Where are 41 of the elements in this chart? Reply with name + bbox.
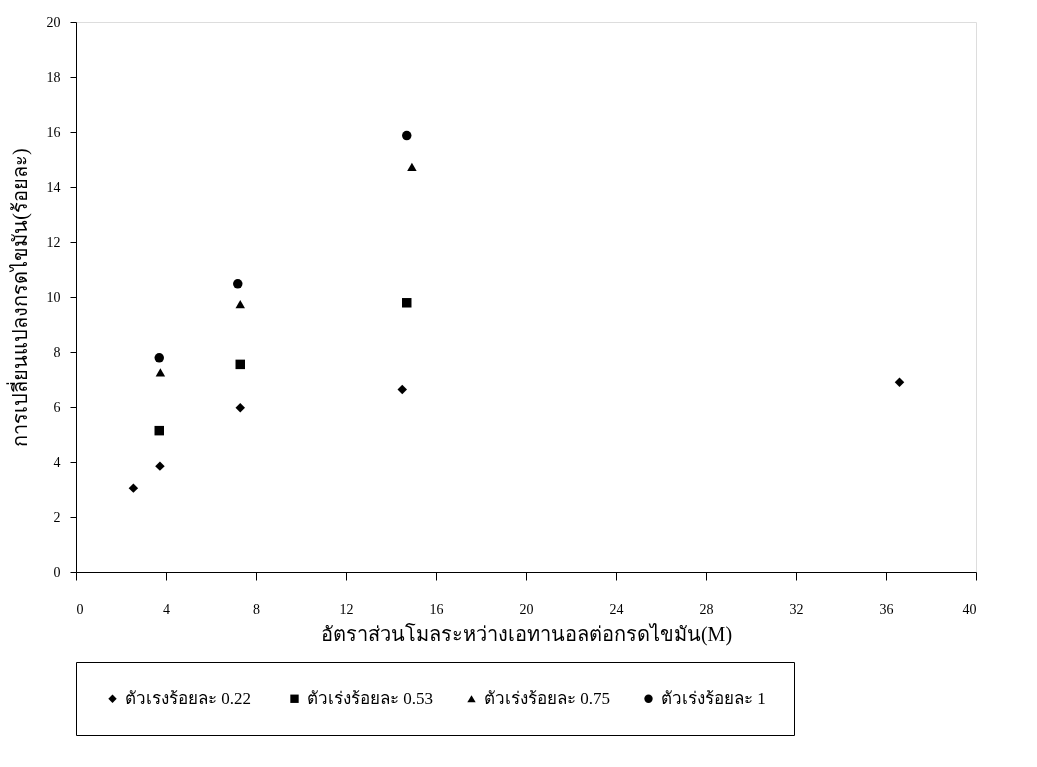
point bbox=[154, 425, 164, 436]
y-tick-label: 10 bbox=[46, 289, 61, 305]
legend-label: ตัวเร่งร้อยละ 1 bbox=[661, 688, 766, 708]
point bbox=[407, 162, 417, 172]
y-tick-label: 0 bbox=[53, 564, 61, 580]
legend-label: ตัวเรงร้อยละ 0.22 bbox=[125, 688, 251, 708]
x-tick-label: 36 bbox=[879, 601, 894, 617]
y-tick-label: 16 bbox=[46, 124, 61, 140]
x-tick-label: 16 bbox=[429, 601, 444, 617]
x-tick-label: 0 bbox=[76, 601, 84, 617]
y-tick-label: 14 bbox=[46, 179, 61, 195]
y-tick-label: 18 bbox=[46, 69, 61, 85]
point bbox=[235, 359, 245, 370]
point bbox=[402, 130, 412, 141]
x-tick-label: 24 bbox=[609, 601, 624, 617]
point bbox=[155, 368, 166, 377]
y-tick-label: 2 bbox=[53, 509, 61, 525]
legend-label: ตัวเร่งร้อยละ 0.75 bbox=[484, 688, 610, 708]
x-tick-label: 32 bbox=[789, 601, 804, 617]
point bbox=[894, 377, 905, 387]
y-tick-label: 8 bbox=[53, 344, 61, 360]
point bbox=[402, 298, 412, 308]
x-tick-label: 28 bbox=[699, 601, 714, 617]
y-tick-label: 6 bbox=[53, 399, 61, 415]
y-tick-label: 4 bbox=[53, 454, 61, 470]
y-tick-label: 12 bbox=[46, 234, 61, 250]
y-tick-label: 20 bbox=[46, 14, 61, 30]
x-tick-label: 20 bbox=[519, 601, 534, 617]
point bbox=[128, 483, 139, 493]
x-tick-label: 40 bbox=[962, 601, 977, 617]
x-tick-label: 8 bbox=[253, 601, 260, 617]
point bbox=[233, 279, 243, 289]
legend-label: ตัวเร่งร้อยละ 0.53 bbox=[307, 688, 433, 708]
point bbox=[235, 300, 245, 309]
x-tick-label: 12 bbox=[339, 601, 354, 617]
x-tick-label: 4 bbox=[163, 601, 170, 617]
point bbox=[397, 384, 407, 395]
point bbox=[154, 353, 164, 363]
point bbox=[235, 403, 245, 413]
x-axis-title: อัตราส่วนโมลระหว่างเอทานอลต่อกรดไขมัน(M) bbox=[320, 622, 733, 646]
y-axis-title: การเปลี่ยนแปลงกรดไขมัน(ร้อยละ) bbox=[5, 148, 32, 447]
